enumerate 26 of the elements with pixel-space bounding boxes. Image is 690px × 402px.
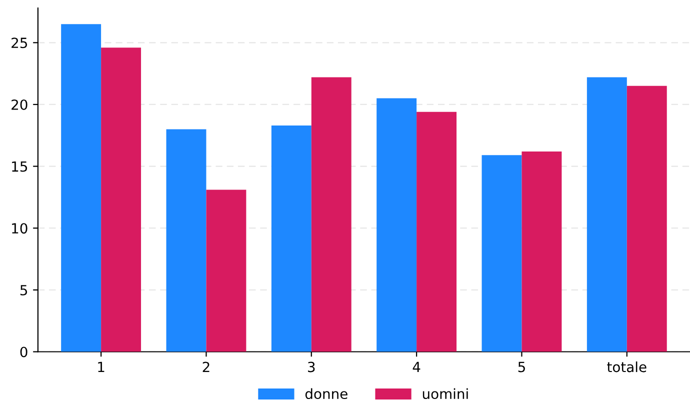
y-tick-label: 0	[20, 346, 28, 358]
bar	[271, 125, 312, 352]
x-tick-label: 5	[518, 362, 525, 372]
bar	[61, 24, 102, 352]
bar	[482, 155, 522, 352]
legend-label: donne	[305, 388, 348, 400]
y-tick-label: 25	[12, 38, 28, 48]
x-tick-label: totale	[607, 361, 646, 372]
legend-label: uomini	[422, 388, 468, 400]
bar	[522, 151, 562, 352]
bar	[416, 112, 457, 352]
bar	[101, 48, 142, 352]
bar	[626, 86, 667, 352]
bar	[206, 190, 246, 352]
x-tick-label: 1	[98, 362, 104, 372]
y-tick-label: 10	[12, 223, 28, 234]
bar	[586, 77, 627, 352]
x-tick-label: 3	[308, 362, 315, 372]
x-tick-label: 2	[202, 362, 210, 372]
bar	[376, 98, 417, 352]
y-tick-label: 15	[12, 161, 28, 172]
bar	[166, 129, 206, 352]
y-tick-label: 5	[20, 285, 28, 296]
y-tick-label: 20	[12, 99, 28, 110]
bar	[311, 77, 352, 352]
x-tick-label: 4	[412, 362, 420, 372]
